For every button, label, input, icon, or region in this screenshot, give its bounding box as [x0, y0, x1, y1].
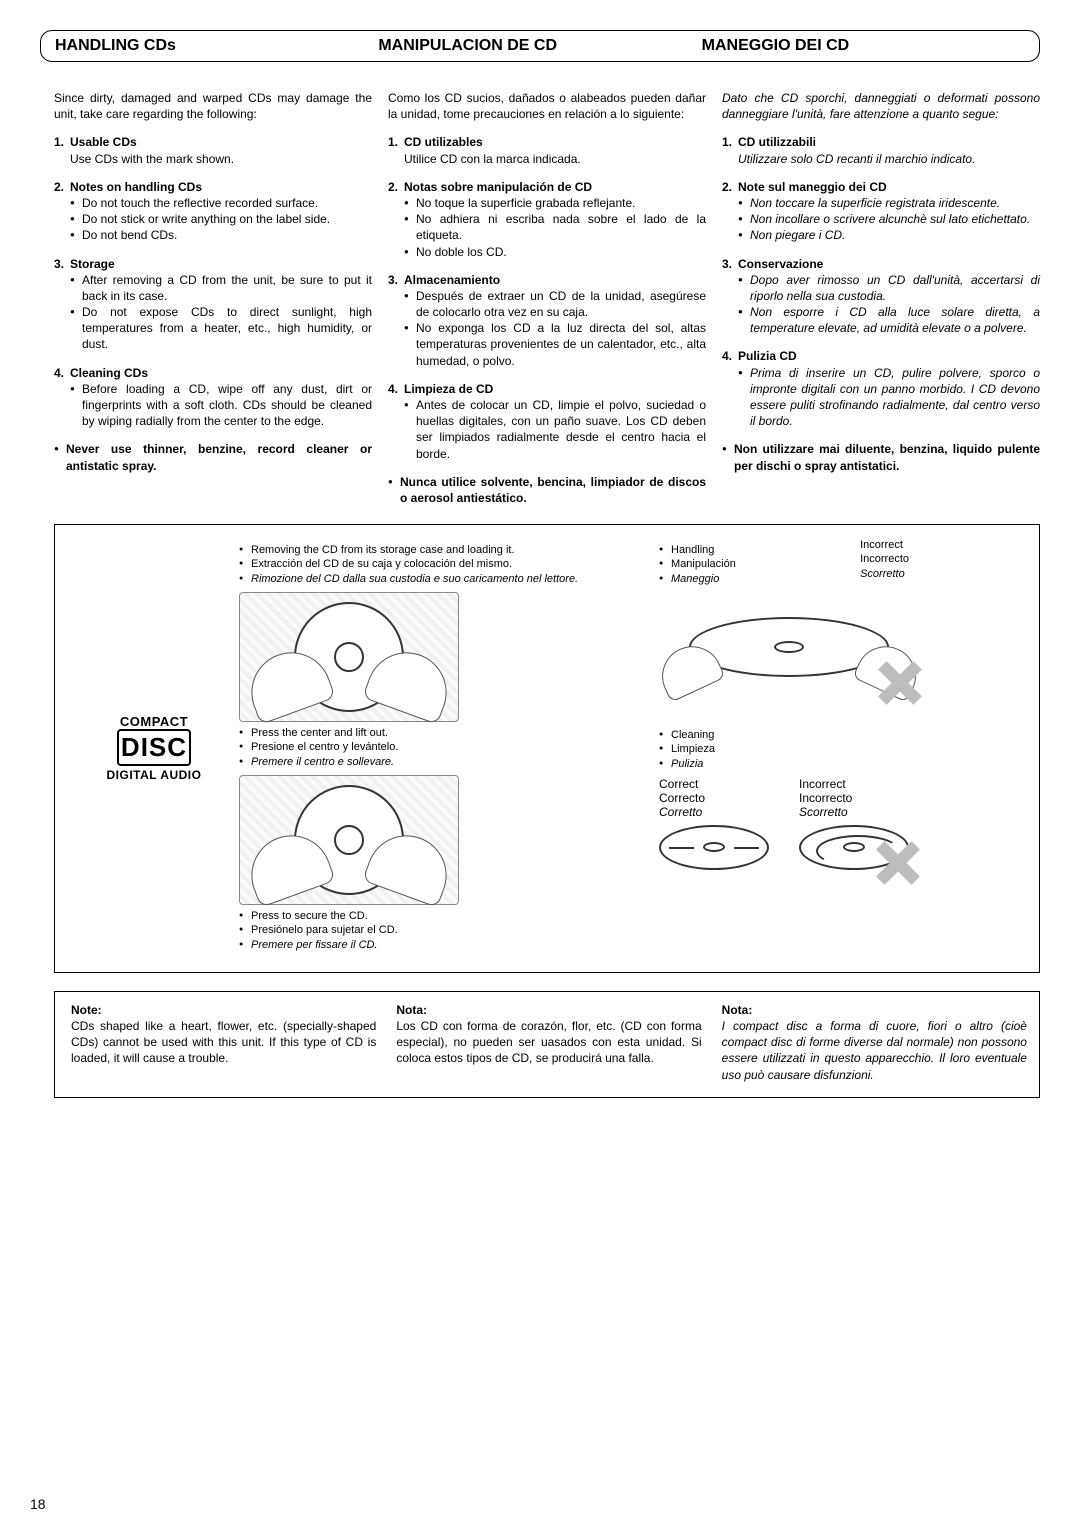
- handling-incorrect: Incorrect Incorrecto Scorretto: [659, 592, 919, 702]
- cd-logo: COMPACT DISC DIGITAL AUDIO: [69, 539, 239, 958]
- illustration-press: [239, 775, 459, 905]
- header-en: HANDLING CDs: [55, 37, 378, 55]
- section-header-bar: HANDLING CDs MANIPULACION DE CD MANEGGIO…: [40, 30, 1040, 62]
- cross-icon: [875, 658, 925, 708]
- cleaning-incorrect: Incorrect Incorrecto Scorretto: [799, 777, 909, 870]
- col-en: Since dirty, damaged and warped CDs may …: [54, 90, 372, 506]
- diagram-right: Handling Manipulación Maneggio Incorrect…: [639, 539, 1025, 958]
- never-en: Never use thinner, benzine, record clean…: [54, 441, 372, 473]
- text-columns: Since dirty, damaged and warped CDs may …: [40, 90, 1040, 506]
- page-number: 18: [30, 1496, 46, 1512]
- cross-icon: [873, 838, 923, 888]
- illustration-remove: [239, 592, 459, 722]
- header-es: MANIPULACION DE CD: [378, 37, 701, 55]
- col-it: Dato che CD sporchi, danneggiati o defor…: [722, 90, 1040, 506]
- diagram-mid: Removing the CD from its storage case an…: [239, 539, 639, 958]
- diagram-box: COMPACT DISC DIGITAL AUDIO Removing the …: [54, 524, 1040, 973]
- note-box: Note: CDs shaped like a heart, flower, e…: [54, 991, 1040, 1098]
- col-es: Como los CD sucios, dañados o alabeados …: [388, 90, 706, 506]
- header-it: MANEGGIO DEI CD: [702, 37, 1025, 55]
- intro-en: Since dirty, damaged and warped CDs may …: [54, 90, 372, 122]
- cleaning-correct: Correct Correcto Corretto: [659, 777, 769, 870]
